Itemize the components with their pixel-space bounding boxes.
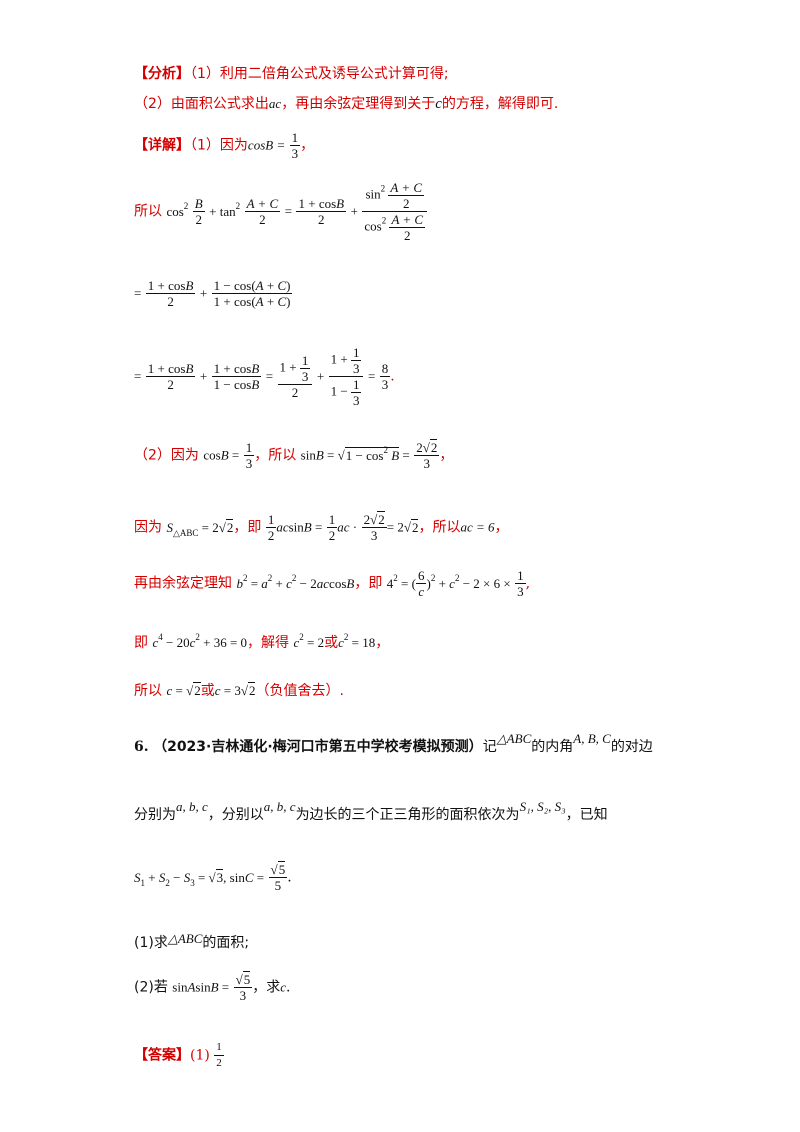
detail-line-1: 【详解】（1）因为cosB = 1 3， — [134, 130, 315, 161]
problem-source: （2023·吉林通化·梅河口市第五中学校考模拟预测） — [153, 739, 483, 755]
area-line: 因为 S△ABC = 2√2，即 1 2 acsinB = 1 2 ac · 2√2 3 =… — [134, 511, 509, 543]
question-1: (1)求△ABC的面积; — [134, 931, 250, 951]
given-condition-line: S1 + S2 − S3 = √3, sinC = √5 5. — [134, 861, 292, 893]
final-answer-line: 所以 c = √2或c = 3√2（负值舍去）. — [134, 682, 344, 699]
analysis-line-2: （2）由面积公式求出ac，再由余弦定理得到关于c的方程，解得即可. — [134, 96, 559, 112]
problem-number: 6. — [134, 739, 149, 755]
analysis-line-1: 【分析】（1）利用二倍角公式及诱导公式计算可得; — [134, 65, 449, 83]
detail-tag: 【详解】 — [134, 137, 190, 154]
answer-tag: 【答案】 — [134, 1047, 190, 1064]
analysis-tag: 【分析】 — [134, 66, 190, 82]
equation-line-2: = 1 + cosB 2 + 1 − cos(A + C) 1 + cos(A + … — [134, 278, 293, 309]
problem-6-line-1: 6. （2023·吉林通化·梅河口市第五中学校考模拟预测）记△ABC的内角A, … — [134, 731, 653, 755]
analysis-text-1: （1）利用二倍角公式及诱导公式计算可得; — [190, 66, 449, 82]
problem-6-line-2: 分别为a, b, c，分别以a, b, c为边长的三个正三角形的面积依次为S₁,… — [134, 799, 608, 823]
cosine-law-line: 再由余弦定理知 b2 = a2 + c2 − 2accosB，即 42 = (6… — [134, 568, 531, 599]
quartic-line: 即 c4 − 20c2 + 36 = 0，解得 c2 = 2或c2 = 18， — [134, 632, 390, 651]
detail-part2-line: （2）因为 cosB = 1 3 ，所以 sinB = √1 − cos2 B = … — [134, 439, 454, 471]
question-2: (2)若 sinAsinB = √5 3 ，求c. — [134, 971, 291, 1003]
